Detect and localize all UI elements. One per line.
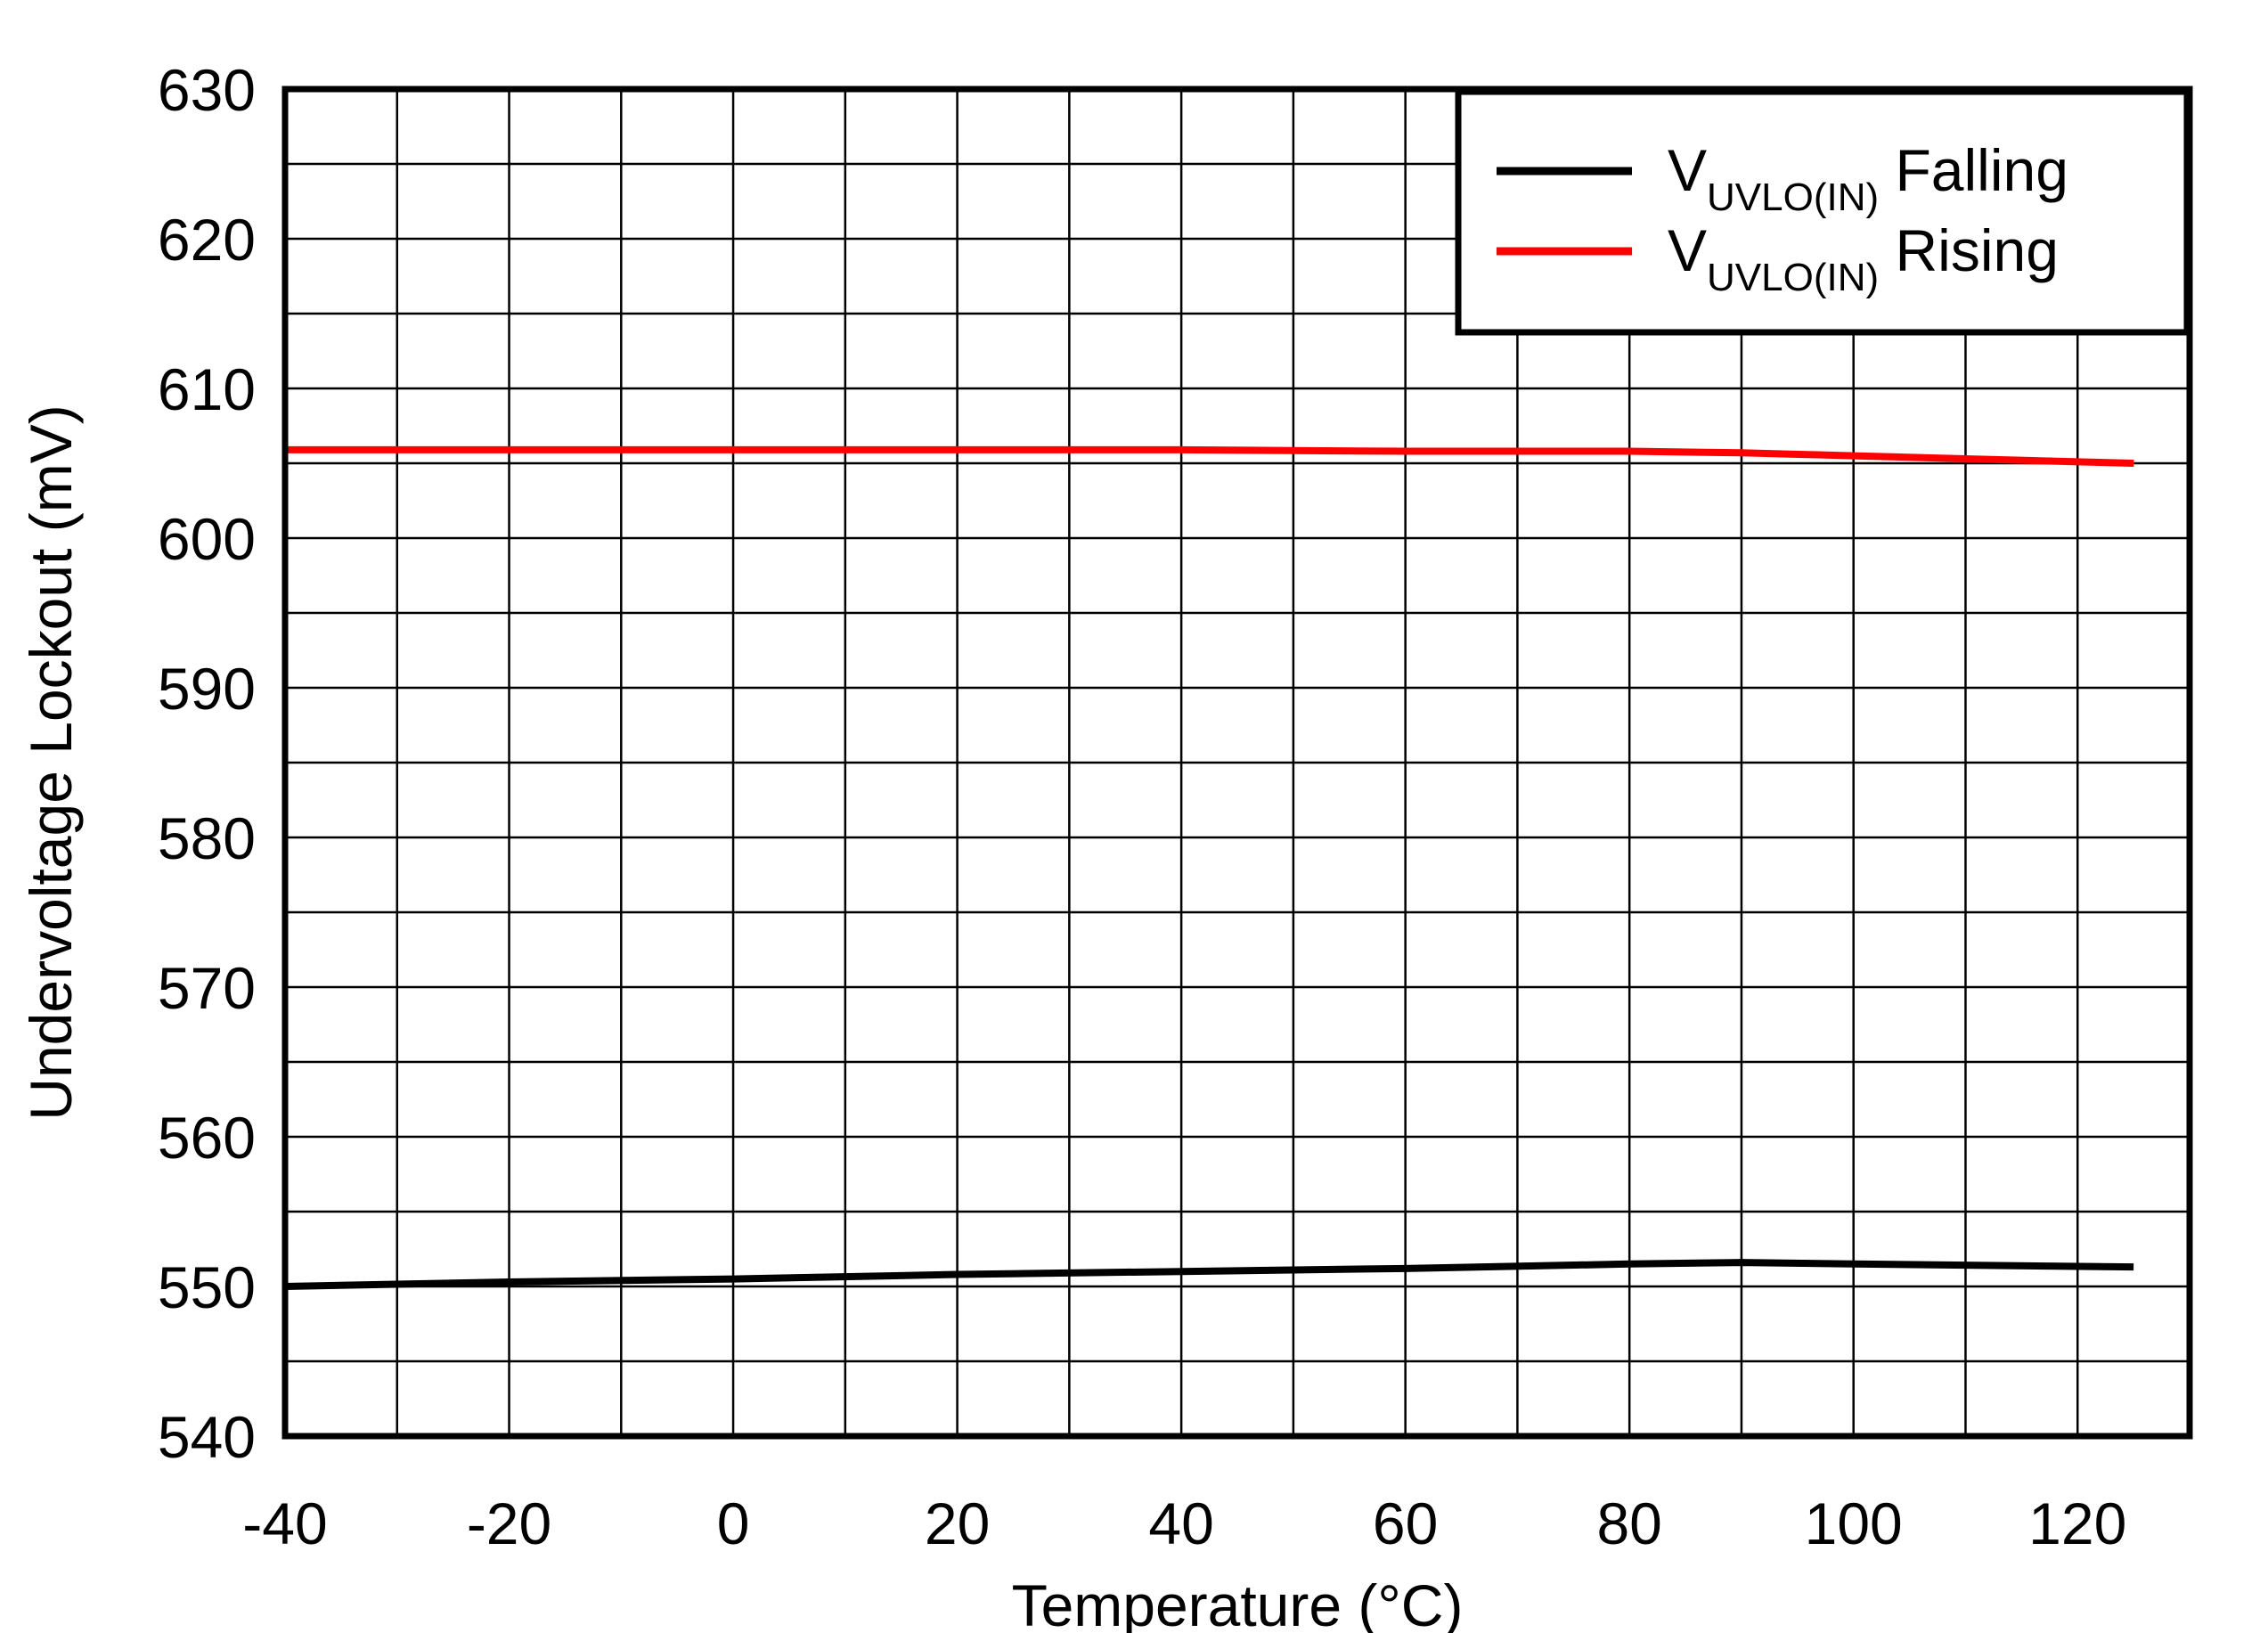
x-tick-label: 80 — [1596, 1490, 1661, 1556]
y-tick-labels: 540 550 560 570 580 590 600 610 620 630 — [158, 57, 256, 1470]
x-tick-label: 20 — [925, 1490, 990, 1556]
x-tick-label: 100 — [1805, 1490, 1903, 1556]
x-tick-labels: -40 -20 0 20 40 60 80 100 120 — [242, 1490, 2126, 1556]
y-tick-label: 580 — [158, 805, 256, 871]
x-tick-label: 60 — [1373, 1490, 1438, 1556]
plot-frame — [281, 86, 2193, 1440]
y-tick-label: 540 — [158, 1404, 256, 1470]
legend-label-1: VUVLO(IN) Falling — [1668, 137, 2068, 219]
x-tick-label: 120 — [2028, 1490, 2126, 1556]
x-tick-label: 40 — [1148, 1490, 1213, 1556]
y-tick-label: 600 — [158, 506, 256, 572]
x-tick-label: -40 — [242, 1490, 327, 1556]
y-tick-label: 560 — [158, 1105, 256, 1171]
y-tick-label: 570 — [158, 955, 256, 1021]
y-tick-label: 550 — [158, 1254, 256, 1320]
series-line-2 — [285, 445, 2134, 467]
x-tick-label: 0 — [717, 1490, 750, 1556]
legend-label-2: VUVLO(IN) Rising — [1668, 217, 2059, 299]
series-line-1 — [284, 1259, 2134, 1290]
x-axis-title: Temperature (°C) — [1012, 1572, 1464, 1633]
y-tick-label: 610 — [158, 356, 256, 422]
x-tick-label: -20 — [467, 1490, 551, 1556]
y-axis-title: Undervoltage Lockout (mV) — [18, 404, 84, 1120]
series-lines — [284, 445, 2134, 1290]
y-tick-label: 630 — [158, 57, 256, 123]
y-tick-label: 620 — [158, 207, 256, 273]
y-tick-label: 590 — [158, 656, 256, 722]
legend-box — [1455, 88, 2190, 336]
